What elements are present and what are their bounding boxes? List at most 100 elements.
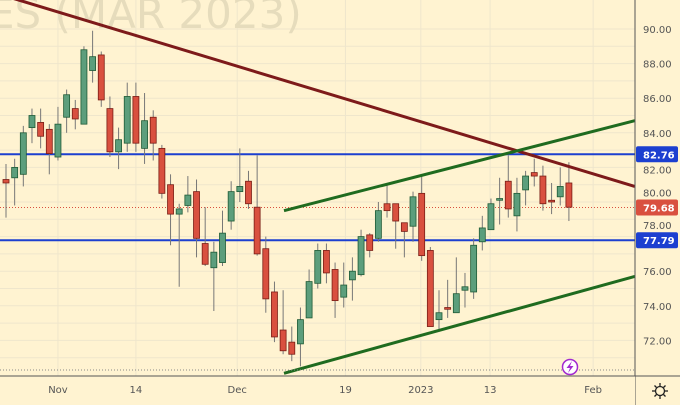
candle xyxy=(71,99,79,130)
candle-body xyxy=(288,341,296,355)
candle-body xyxy=(219,232,226,263)
last-price-badge xyxy=(636,199,678,216)
trendline-channel-upper[interactable] xyxy=(283,119,636,213)
candle-body xyxy=(478,227,486,243)
candle-body xyxy=(97,54,105,101)
candle xyxy=(461,272,469,308)
time-tick-label: Nov xyxy=(48,385,68,396)
candle xyxy=(184,176,192,213)
candle-body xyxy=(487,203,495,231)
price-tick-label: 76.00 xyxy=(643,267,672,278)
candle xyxy=(97,51,105,107)
candle xyxy=(435,290,443,332)
time-ticks: Nov 14 Dec 19 2023 13 Feb xyxy=(48,385,602,396)
candle-body xyxy=(556,186,564,198)
candle-body xyxy=(461,286,469,291)
candle xyxy=(530,158,538,187)
candle-body xyxy=(331,269,339,302)
candle xyxy=(227,181,235,230)
candle-body xyxy=(141,120,148,149)
candle-body xyxy=(80,49,88,125)
level-price-badge xyxy=(636,232,678,249)
candle xyxy=(253,155,261,256)
candle xyxy=(132,82,140,152)
candle xyxy=(54,106,62,161)
candle-body xyxy=(444,307,452,310)
level-price-badge xyxy=(636,146,678,163)
candle-body xyxy=(28,115,36,129)
candle xyxy=(383,184,391,218)
candle-body xyxy=(210,251,218,269)
price-tick-label: 88.00 xyxy=(643,60,672,71)
time-tick-label: 13 xyxy=(484,385,497,396)
candle-body xyxy=(548,199,555,203)
candle xyxy=(426,246,434,327)
time-tick-label: 14 xyxy=(130,385,143,396)
gear-icon[interactable] xyxy=(652,383,668,399)
time-tick-label: Feb xyxy=(584,385,602,396)
candle-body xyxy=(496,198,504,201)
candle xyxy=(409,191,417,242)
candle-body xyxy=(392,203,400,222)
candle xyxy=(374,202,382,242)
lightning-icon[interactable] xyxy=(561,358,579,376)
price-ticks: 90.00 88.00 86.00 84.00 82.00 80.00 78.00 76.00… xyxy=(643,25,672,347)
candle xyxy=(149,110,157,161)
candle-body xyxy=(314,250,322,284)
candle xyxy=(314,243,322,289)
candle xyxy=(522,170,529,206)
candles xyxy=(2,30,573,367)
candle-body xyxy=(149,116,157,144)
candle xyxy=(210,241,218,311)
candle-body xyxy=(452,293,460,314)
price-tick-label: 72.00 xyxy=(643,336,672,347)
candle xyxy=(366,233,374,258)
candle xyxy=(340,262,348,308)
price-badges: 82.76 77.79 79.68 xyxy=(636,146,678,249)
level-price-label: 82.76 xyxy=(643,150,675,161)
trendline-resistance[interactable] xyxy=(0,0,636,188)
candle-body xyxy=(513,192,521,217)
candle-body xyxy=(253,206,261,255)
candle-body xyxy=(383,203,391,212)
candle-body xyxy=(374,210,382,239)
time-axis[interactable] xyxy=(0,376,635,405)
candle-body xyxy=(54,123,62,158)
candle xyxy=(548,182,555,215)
candle xyxy=(201,207,209,267)
candle xyxy=(323,243,330,284)
candle-body xyxy=(89,56,96,71)
candle xyxy=(158,144,166,199)
candle-body xyxy=(227,191,235,222)
candle-body xyxy=(530,172,538,177)
trendline-channel-lower[interactable] xyxy=(283,274,636,375)
time-tick-label: 2023 xyxy=(408,385,433,396)
candle xyxy=(106,96,114,158)
candle-body xyxy=(106,108,114,153)
candle xyxy=(245,170,252,209)
candle-body xyxy=(400,222,408,232)
last-price-label: 79.68 xyxy=(643,204,675,215)
candle-body xyxy=(271,291,278,338)
time-tick-label: 19 xyxy=(339,385,352,396)
candle xyxy=(496,177,504,225)
candle xyxy=(556,167,564,206)
price-tick-label: 84.00 xyxy=(643,129,672,140)
candle-body xyxy=(167,184,174,215)
candle-body xyxy=(201,243,209,265)
candle-body xyxy=(37,122,45,137)
trendlines[interactable] xyxy=(0,0,636,375)
candle xyxy=(348,257,356,301)
candle xyxy=(305,269,313,319)
candle-body xyxy=(348,270,356,281)
candle-body xyxy=(71,108,79,120)
candle-body xyxy=(305,281,313,319)
candle-body xyxy=(539,175,547,205)
candle-body xyxy=(123,96,131,144)
candle xyxy=(262,236,270,313)
candle xyxy=(80,46,88,125)
candle-body xyxy=(132,96,140,144)
candle xyxy=(115,127,122,170)
price-tick-label: 90.00 xyxy=(643,25,672,36)
